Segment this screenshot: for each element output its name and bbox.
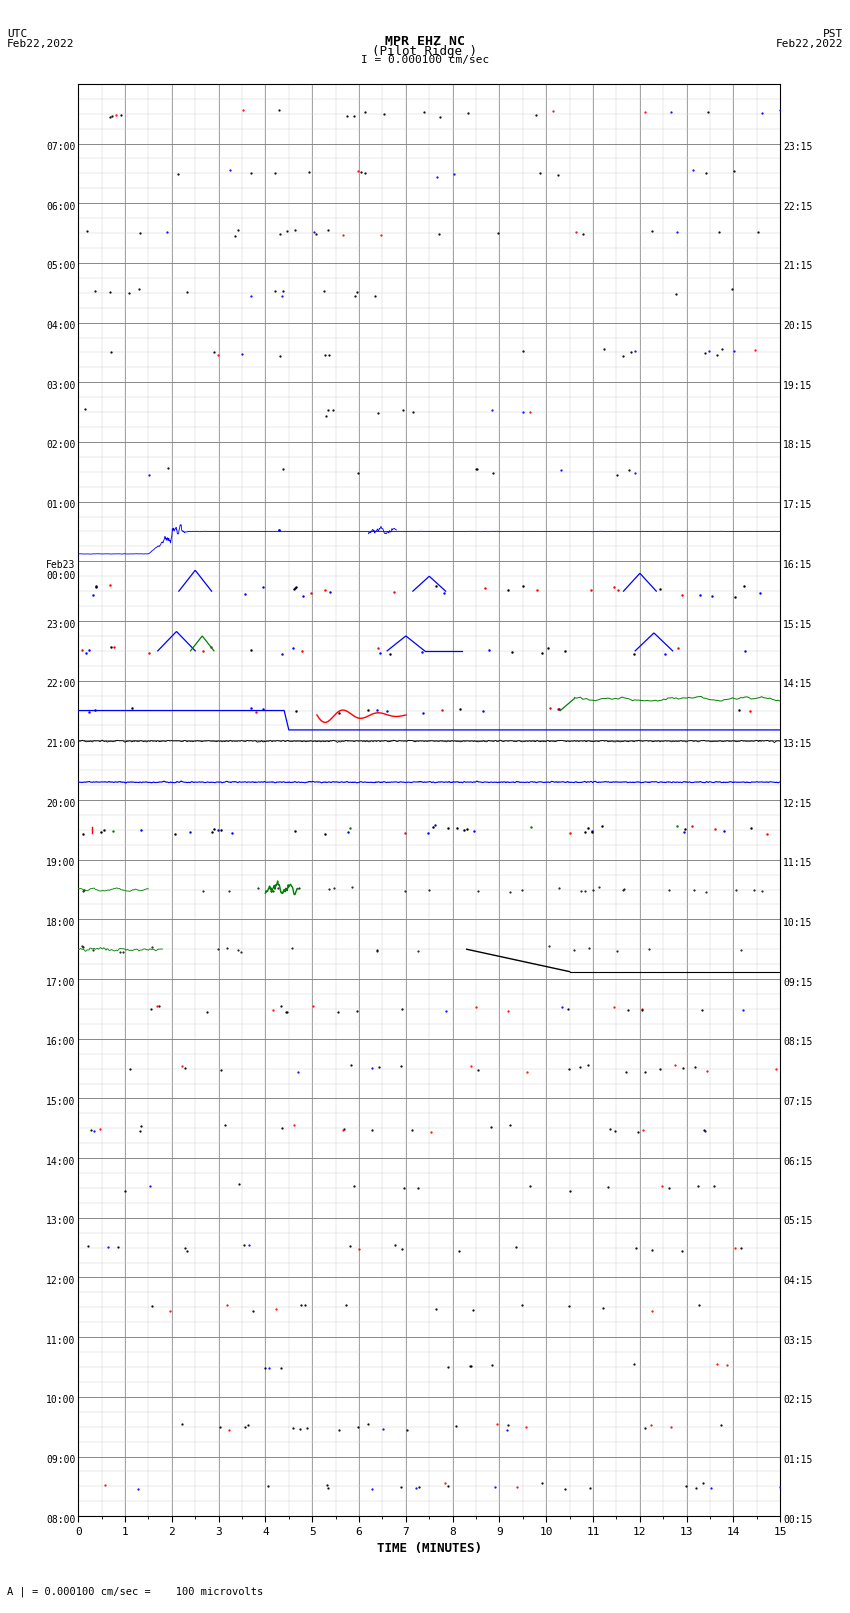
Text: 21:00: 21:00: [46, 739, 76, 748]
Text: 10:15: 10:15: [783, 918, 813, 927]
Text: Feb23
00:00: Feb23 00:00: [46, 560, 76, 581]
Text: UTC: UTC: [7, 29, 27, 39]
Text: 10:00: 10:00: [46, 1395, 76, 1405]
Text: MPR EHZ NC: MPR EHZ NC: [385, 35, 465, 48]
Text: PST: PST: [823, 29, 843, 39]
Text: 20:15: 20:15: [783, 321, 813, 331]
Text: 04:00: 04:00: [46, 321, 76, 331]
Text: 21:15: 21:15: [783, 261, 813, 271]
Text: 02:15: 02:15: [783, 1395, 813, 1405]
Text: 12:15: 12:15: [783, 798, 813, 808]
Text: 00:15: 00:15: [783, 1515, 813, 1524]
Text: 19:00: 19:00: [46, 858, 76, 868]
Text: 15:15: 15:15: [783, 619, 813, 629]
Text: 09:00: 09:00: [46, 1455, 76, 1465]
Text: 01:15: 01:15: [783, 1455, 813, 1465]
Text: 08:15: 08:15: [783, 1037, 813, 1047]
Text: 11:00: 11:00: [46, 1336, 76, 1345]
Text: 13:15: 13:15: [783, 739, 813, 748]
Text: 07:15: 07:15: [783, 1097, 813, 1107]
Text: 06:00: 06:00: [46, 202, 76, 211]
Text: 22:00: 22:00: [46, 679, 76, 689]
Text: 18:00: 18:00: [46, 918, 76, 927]
Text: 01:00: 01:00: [46, 500, 76, 510]
Text: 12:00: 12:00: [46, 1276, 76, 1286]
Text: 03:15: 03:15: [783, 1336, 813, 1345]
Text: 05:00: 05:00: [46, 261, 76, 271]
Text: A | = 0.000100 cm/sec =    100 microvolts: A | = 0.000100 cm/sec = 100 microvolts: [7, 1586, 263, 1597]
Text: 05:15: 05:15: [783, 1216, 813, 1226]
Text: 02:00: 02:00: [46, 440, 76, 450]
Text: Feb22,2022: Feb22,2022: [7, 39, 74, 48]
Text: 07:00: 07:00: [46, 142, 76, 152]
Text: 09:15: 09:15: [783, 977, 813, 987]
Text: 20:00: 20:00: [46, 798, 76, 808]
X-axis label: TIME (MINUTES): TIME (MINUTES): [377, 1542, 482, 1555]
Text: 04:15: 04:15: [783, 1276, 813, 1286]
Text: 03:00: 03:00: [46, 381, 76, 390]
Text: 23:00: 23:00: [46, 619, 76, 629]
Text: 18:15: 18:15: [783, 440, 813, 450]
Text: 08:00: 08:00: [46, 1515, 76, 1524]
Text: 22:15: 22:15: [783, 202, 813, 211]
Text: 19:15: 19:15: [783, 381, 813, 390]
Text: 17:00: 17:00: [46, 977, 76, 987]
Text: 13:00: 13:00: [46, 1216, 76, 1226]
Text: I = 0.000100 cm/sec: I = 0.000100 cm/sec: [361, 55, 489, 65]
Text: Feb22,2022: Feb22,2022: [776, 39, 843, 48]
Text: 23:15: 23:15: [783, 142, 813, 152]
Text: 16:00: 16:00: [46, 1037, 76, 1047]
Text: 16:15: 16:15: [783, 560, 813, 569]
Text: 17:15: 17:15: [783, 500, 813, 510]
Text: (Pilot Ridge ): (Pilot Ridge ): [372, 45, 478, 58]
Text: 14:00: 14:00: [46, 1157, 76, 1166]
Text: 11:15: 11:15: [783, 858, 813, 868]
Text: 14:15: 14:15: [783, 679, 813, 689]
Text: 15:00: 15:00: [46, 1097, 76, 1107]
Text: 06:15: 06:15: [783, 1157, 813, 1166]
